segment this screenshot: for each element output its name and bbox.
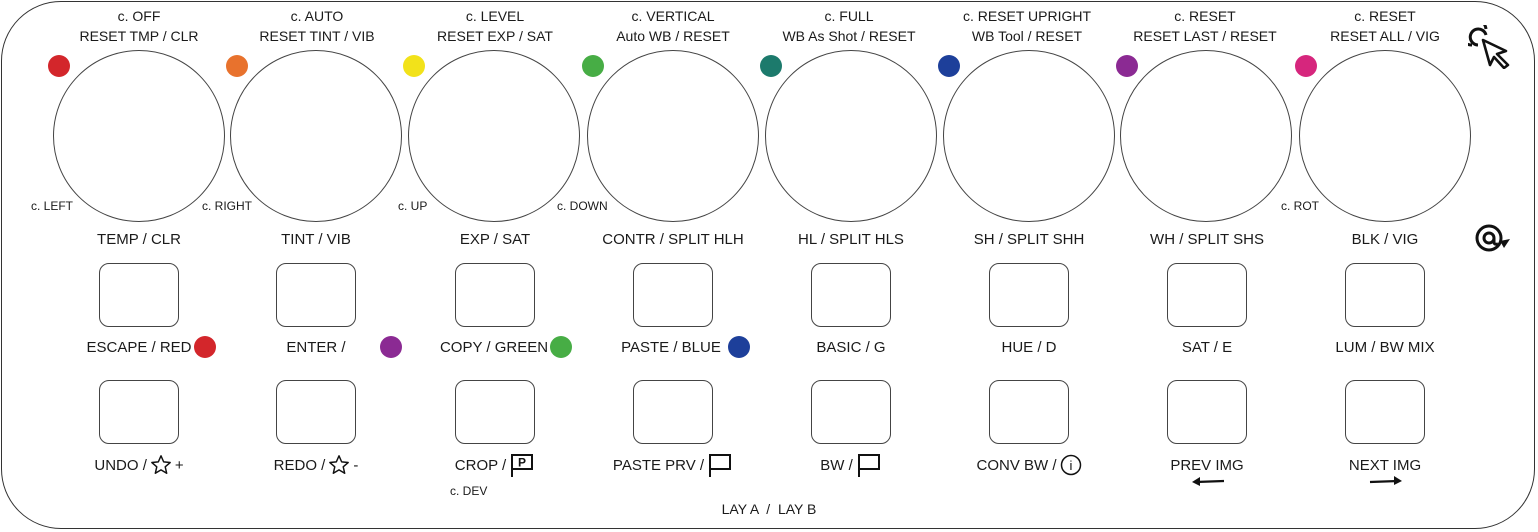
redo-text: REDO /: [273, 456, 326, 474]
button-label-enter: ENTER /: [286, 339, 346, 356]
prev-img-text: PREV IMG: [1170, 456, 1244, 474]
knob-8-corner-label: c. ROT: [1281, 199, 1319, 213]
button-row2-2[interactable]: [276, 380, 356, 444]
button-label-prev-img: PREV IMG: [1112, 453, 1302, 477]
knob-2-color-dot: [226, 55, 248, 77]
knob-3-label: c. LEVEL RESET EXP / SAT: [437, 8, 553, 44]
crop-sub-label: c. DEV: [450, 484, 488, 498]
button-row2-5[interactable]: [811, 380, 891, 444]
button-label-basic: BASIC / G: [816, 339, 886, 356]
paste-blue-dot: [728, 336, 750, 358]
knob-8[interactable]: [1299, 50, 1471, 222]
button-row2-6[interactable]: [989, 380, 1069, 444]
knob-8-label: c. RESET RESET ALL / VIG: [1330, 8, 1440, 44]
svg-text:i: i: [1069, 458, 1072, 473]
knob-6[interactable]: [943, 50, 1115, 222]
encoder-label-1: TEMP / CLR: [97, 231, 181, 248]
button-label-hue: HUE / D: [1001, 339, 1057, 356]
knob-5-label: c. FULL WB As Shot / RESET: [782, 8, 916, 44]
button-row2-7[interactable]: [1167, 380, 1247, 444]
layer-label: LAY A / LAY B: [721, 501, 817, 517]
button-label-paste-prv: PASTE PRV /: [578, 453, 768, 477]
knob-7-color-dot: [1116, 55, 1138, 77]
button-label-undo: UNDO / +: [44, 453, 234, 477]
knob-1-corner-label: c. LEFT: [31, 199, 74, 213]
button-row2-8[interactable]: [1345, 380, 1425, 444]
knob-2[interactable]: [230, 50, 402, 222]
button-label-next-img: NEXT IMG: [1290, 453, 1480, 477]
knob-3[interactable]: [408, 50, 580, 222]
button-label-paste: PASTE / BLUE: [621, 339, 721, 356]
encoder-label-4: CONTR / SPLIT HLH: [602, 231, 744, 248]
flag-icon: P: [511, 454, 534, 477]
knob-2-corner-label: c. RIGHT: [202, 199, 252, 213]
knob-6-color-dot: [938, 55, 960, 77]
enter-purple-dot: [380, 336, 402, 358]
undo-text: UNDO /: [94, 456, 147, 474]
escape-red-dot: [194, 336, 216, 358]
copy-green-dot: [550, 336, 572, 358]
encoder-label-7: WH / SPLIT SHS: [1150, 231, 1264, 248]
button-row2-1[interactable]: [99, 380, 179, 444]
button-row1-1[interactable]: [99, 263, 179, 327]
button-row1-8[interactable]: [1345, 263, 1425, 327]
knob-5[interactable]: [765, 50, 937, 222]
flag-icon: [709, 454, 732, 477]
knob-3-color-dot: [403, 55, 425, 77]
knob-2-label: c. AUTO RESET TINT / VIB: [259, 8, 375, 44]
touch-click-icon: [1468, 25, 1510, 69]
knob-1-label: c. OFF RESET TMP / CLR: [79, 8, 199, 44]
knob-5-color-dot: [760, 55, 782, 77]
button-label-sat: SAT / E: [1181, 339, 1233, 356]
button-label-bw: BW /: [756, 453, 946, 477]
knob-4-color-dot: [582, 55, 604, 77]
button-row2-3[interactable]: [455, 380, 535, 444]
knob-4[interactable]: [587, 50, 759, 222]
left-arrow-icon: [1192, 477, 1225, 486]
button-row1-7[interactable]: [1167, 263, 1247, 327]
encoder-label-8: BLK / VIG: [1351, 231, 1419, 248]
info-icon: i: [1060, 454, 1081, 476]
redo-minus: -: [353, 456, 359, 474]
svg-text:P: P: [518, 456, 526, 470]
button-label-crop: CROP / P: [400, 453, 590, 477]
star-icon: [329, 455, 350, 474]
button-label-redo: REDO / -: [221, 453, 411, 477]
button-label-lum: LUM / BW MIX: [1335, 339, 1435, 356]
button-row1-4[interactable]: [633, 263, 713, 327]
button-label-copy: COPY / GREEN: [439, 339, 549, 356]
button-label-conv-bw: CONV BW / i: [934, 453, 1124, 477]
bw-text: BW /: [820, 456, 853, 474]
knob-7-label: c. RESET RESET LAST / RESET: [1133, 8, 1277, 44]
flag-icon: [857, 454, 880, 477]
undo-plus: +: [174, 456, 184, 474]
button-label-escape: ESCAPE / RED: [86, 339, 192, 356]
button-row1-6[interactable]: [989, 263, 1069, 327]
button-row1-2[interactable]: [276, 263, 356, 327]
button-row1-3[interactable]: [455, 263, 535, 327]
encoder-label-6: SH / SPLIT SHH: [973, 231, 1085, 248]
button-row1-5[interactable]: [811, 263, 891, 327]
encoder-label-2: TINT / VIB: [281, 231, 351, 248]
knob-1-color-dot: [48, 55, 70, 77]
right-arrow-icon: [1369, 476, 1402, 485]
conv-bw-text: CONV BW /: [976, 456, 1057, 474]
knob-1[interactable]: [53, 50, 225, 222]
crop-text: CROP /: [454, 456, 507, 474]
paste-prv-text: PASTE PRV /: [612, 456, 705, 474]
knob-4-corner-label: c. DOWN: [557, 199, 608, 213]
rotate-at-icon: [1475, 224, 1510, 252]
knob-4-label: c. VERTICAL Auto WB / RESET: [616, 8, 730, 44]
encoder-label-5: HL / SPLIT HLS: [798, 231, 904, 248]
knob-6-label: c. RESET UPRIGHT WB Tool / RESET: [962, 8, 1092, 44]
encoder-label-3: EXP / SAT: [459, 231, 531, 248]
knob-3-corner-label: c. UP: [398, 199, 428, 213]
knob-8-color-dot: [1295, 55, 1317, 77]
star-icon: [150, 455, 171, 474]
knob-7[interactable]: [1120, 50, 1292, 222]
button-row2-4[interactable]: [633, 380, 713, 444]
next-img-text: NEXT IMG: [1348, 456, 1422, 474]
